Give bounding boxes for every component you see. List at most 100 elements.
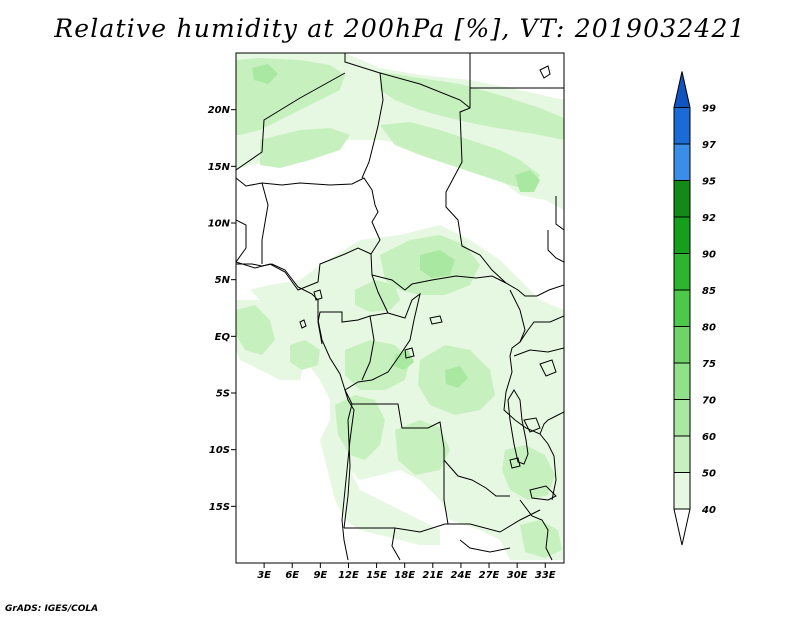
- colorbar-label: 85: [702, 286, 716, 297]
- lat-tick-label: 10S: [209, 445, 230, 456]
- island-border: [313, 289, 323, 301]
- lon-tick-label: 21E: [422, 570, 443, 581]
- colorbar-label: 80: [702, 323, 716, 334]
- colorbar-bin: [673, 435, 691, 473]
- colorbar-label: 70: [702, 396, 716, 407]
- colorbar-label: 50: [702, 469, 716, 480]
- colorbar-bin: [673, 472, 691, 510]
- country-border: [261, 182, 269, 264]
- country-border: [236, 177, 381, 255]
- country-border: [379, 72, 471, 109]
- country-border: [547, 230, 564, 263]
- country-border: [344, 53, 384, 179]
- lake-border: [509, 457, 521, 469]
- lon-tick-label: 33E: [535, 570, 556, 581]
- lake-border: [529, 485, 557, 501]
- lat-tick-label: 5N: [215, 275, 231, 286]
- lon-tick-label: 9E: [313, 570, 327, 581]
- colorbar-bin: [673, 143, 691, 181]
- coastline: [236, 263, 355, 561]
- humidity-area: [335, 395, 385, 460]
- lat-tick-label: 15S: [209, 502, 230, 513]
- map-title: Relative humidity at 200hPa [%], VT: 201…: [54, 14, 746, 43]
- lon-tick-label: 3E: [257, 570, 271, 581]
- humidity-area: [260, 128, 350, 168]
- country-border: [344, 509, 541, 533]
- humidity-area: [380, 72, 564, 140]
- colorbar: 40 50 60 70 75 80 85 90 92 95 97 99: [673, 71, 716, 546]
- grads-credit: GrADS: IGES/COLA: [5, 604, 99, 614]
- colorbar-bin: [673, 253, 691, 291]
- humidity-area: [515, 170, 540, 192]
- humidity-area: [355, 280, 400, 312]
- map-frame: [235, 52, 565, 564]
- country-border: [445, 53, 507, 284]
- lake-border: [429, 315, 443, 325]
- colorbar-label: 95: [702, 177, 716, 188]
- colorbar-bin: [673, 180, 691, 218]
- country-border: [317, 311, 342, 345]
- country-border: [503, 289, 557, 501]
- country-border: [236, 219, 247, 263]
- lat-tick-label: 20N: [208, 105, 231, 116]
- colorbar-bin: [673, 107, 691, 145]
- longitude-axis: 3E 6E 9E 12E 15E 18E 21E 24E 27E 30E 33E: [257, 563, 556, 581]
- country-border: [343, 403, 353, 529]
- colorbar-label: 92: [702, 213, 716, 224]
- country-border: [519, 315, 564, 343]
- humidity-area: [380, 122, 540, 190]
- lon-tick-label: 15E: [366, 570, 387, 581]
- lat-tick-label: 5S: [216, 389, 230, 400]
- country-borders: [236, 53, 564, 561]
- colorbar-label: 99: [702, 104, 716, 115]
- lon-tick-label: 12E: [338, 570, 359, 581]
- lake-border: [507, 389, 529, 465]
- colorbar-bin: [673, 71, 691, 108]
- country-border: [539, 411, 564, 435]
- country-border: [443, 460, 449, 525]
- lake-border: [539, 359, 557, 377]
- country-border: [391, 527, 401, 561]
- humidity-area: [236, 305, 275, 355]
- humidity-area: [250, 225, 564, 560]
- colorbar-bin: [673, 399, 691, 437]
- country-border: [459, 539, 511, 553]
- humidity-area: [320, 420, 440, 545]
- colorbar-bin: [673, 289, 691, 327]
- lat-tick-label: 10N: [208, 219, 231, 230]
- colorbar-label: 40: [701, 505, 716, 516]
- humidity-area: [290, 340, 320, 370]
- country-border: [519, 499, 553, 561]
- colorbar-label: 75: [702, 359, 716, 370]
- country-border: [555, 196, 564, 231]
- country-border: [513, 347, 564, 357]
- lat-tick-label: 15N: [208, 162, 231, 173]
- humidity-area: [345, 340, 410, 390]
- colorbar-bin: [673, 508, 691, 546]
- humidity-area: [394, 350, 414, 370]
- lake-border: [523, 417, 541, 433]
- humidity-area: [252, 64, 278, 84]
- colorbar-label: 97: [702, 140, 716, 151]
- island-border: [539, 65, 551, 79]
- humidity-area: [520, 520, 562, 558]
- lon-tick-label: 24E: [451, 570, 472, 581]
- colorbar-bin: [673, 362, 691, 400]
- latitude-axis: 20N 15N 10N 5N EQ 5S 10S 15S: [208, 105, 236, 513]
- country-border: [371, 274, 564, 297]
- island-border: [299, 319, 307, 329]
- humidity-area: [445, 366, 468, 388]
- country-border: [344, 389, 510, 497]
- humidity-field: [236, 53, 564, 560]
- lake-border: [404, 347, 415, 359]
- lon-tick-label: 18E: [394, 570, 415, 581]
- humidity-area: [420, 250, 455, 278]
- lon-tick-label: 30E: [507, 570, 528, 581]
- country-border: [344, 292, 421, 391]
- country-border: [236, 72, 346, 171]
- humidity-area: [395, 420, 450, 475]
- lon-tick-label: 6E: [285, 570, 299, 581]
- lon-tick-label: 27E: [479, 570, 500, 581]
- lat-tick-label: EQ: [215, 332, 231, 343]
